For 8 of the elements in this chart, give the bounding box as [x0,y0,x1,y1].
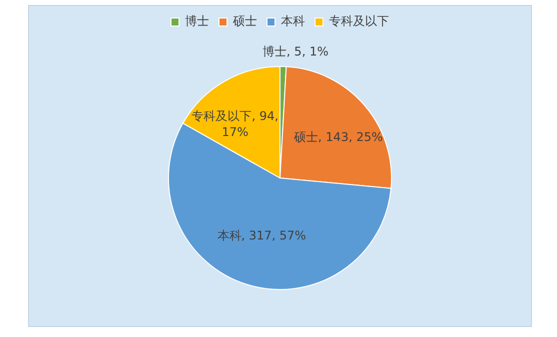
data-label: 专科及以下, 94, 17% [192,109,278,140]
legend-label: 博士 [185,14,209,28]
data-label: 硕士, 143, 25% [293,130,383,144]
legend-label: 本科 [281,14,305,28]
legend-label: 硕士 [232,14,257,28]
data-label: 本科, 317, 57% [217,228,306,243]
data-label: 博士, 5, 1% [262,44,328,59]
legend-label: 专科及以下 [329,14,389,28]
